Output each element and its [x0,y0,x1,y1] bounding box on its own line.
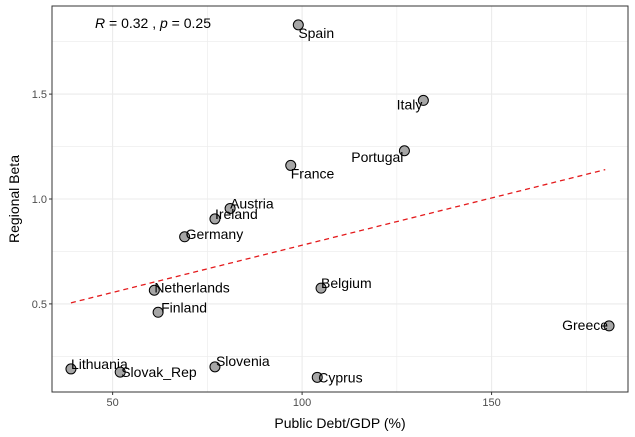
p-symbol: p [159,15,168,31]
point-italy [417,94,429,106]
point-label-ireland: Ireland [215,206,258,222]
point-label-spain: Spain [298,25,334,41]
point-label-lithuania: Lithuania [71,356,128,372]
y-axis-title: Regional Beta [6,155,22,243]
point-label-austria: Austria [230,195,274,211]
point-portugal [398,145,410,157]
point-ireland [209,213,221,225]
point-france [285,159,297,171]
grid [52,6,628,392]
x-tick-label: 150 [482,397,500,409]
point-spain [292,19,304,31]
axes: 50 100 150 0.5 1.0 1.5 [32,89,501,409]
point-label-finland: Finland [161,299,207,315]
p-value: = 0.25 [168,15,211,31]
point-austria [224,202,236,214]
point-germany [179,231,191,243]
point-label-portugal: Portugal [351,149,403,165]
y-tick-label: 1.5 [32,89,47,101]
x-tick-label: 50 [107,397,119,409]
point-label-cyprus: Cyprus [318,369,362,385]
r-symbol: R [95,15,105,31]
point-label-belgium: Belgium [321,275,372,291]
r-value: = 0.32 , [105,15,160,31]
regression-line [70,168,606,304]
point-lithuania [65,363,77,375]
point-belgium [315,282,327,294]
y-tick-label: 1.0 [32,194,47,206]
point-label-slovenia: Slovenia [216,353,270,369]
point-cyprus [311,371,323,383]
x-axis-title: Public Debt/GDP (%) [274,415,405,431]
point-label-italy: Italy [397,96,423,112]
point-label-germany: Germany [186,226,244,242]
point-label-slovak-rep: Slovak_Rep [121,364,197,380]
point-netherlands [148,284,160,296]
point-greece [603,320,615,332]
correlation-annotation: R = 0.32 , p = 0.25 [95,15,211,31]
point-finland [152,306,164,318]
point-slovak-rep [114,366,126,378]
point-label-greece: Greece [562,317,608,333]
regression-line-group [70,168,606,304]
point-label-netherlands: Netherlands [154,279,230,295]
point-label-france: France [291,165,335,181]
point-slovenia [209,361,221,373]
x-tick-label: 100 [293,397,311,409]
y-tick-label: 0.5 [32,299,47,311]
